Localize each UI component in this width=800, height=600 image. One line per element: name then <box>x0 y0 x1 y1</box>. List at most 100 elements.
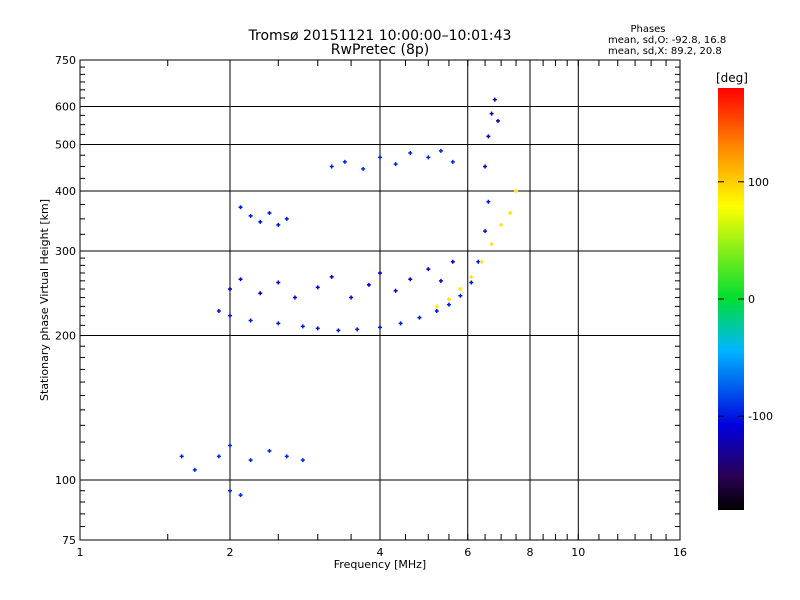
data-point <box>284 216 289 221</box>
data-point <box>300 458 305 463</box>
data-point <box>258 219 263 224</box>
data-point <box>476 259 481 264</box>
y-tick-label: 300 <box>55 245 76 258</box>
grid <box>80 60 680 540</box>
data-point <box>284 454 289 459</box>
data-point <box>228 488 232 493</box>
x-tick-label: 4 <box>377 546 384 559</box>
data-point <box>398 321 403 326</box>
data-point <box>248 213 253 218</box>
data-point <box>495 118 500 123</box>
data-point <box>238 205 243 210</box>
y-tick-label: 200 <box>55 330 76 343</box>
data-points <box>179 97 519 498</box>
data-point <box>408 151 413 156</box>
x-tick-label: 16 <box>673 546 687 559</box>
data-point <box>216 308 221 313</box>
data-point <box>315 326 320 331</box>
data-point <box>329 274 334 279</box>
data-point <box>434 308 439 313</box>
data-point <box>179 454 184 459</box>
data-point <box>355 327 360 332</box>
data-point <box>248 318 253 323</box>
axis-ticks: 1 2 4 6 8 10 16 75 100 200 300 400 500 600 750 <box>55 54 687 559</box>
data-point <box>508 211 513 216</box>
data-point <box>228 443 232 448</box>
data-point <box>228 313 232 318</box>
data-point <box>258 291 263 296</box>
data-point <box>238 493 243 498</box>
data-point <box>514 189 519 194</box>
colorbar-tick-label: -100 <box>748 410 773 423</box>
x-tick-label: 10 <box>571 546 585 559</box>
y-tick-label: 100 <box>55 474 76 487</box>
data-point <box>458 293 463 298</box>
y-tick-label: 400 <box>55 185 76 198</box>
data-point <box>469 274 474 279</box>
data-point <box>438 278 443 283</box>
data-point <box>378 155 382 160</box>
data-point <box>486 134 491 139</box>
data-point <box>228 287 232 292</box>
data-point <box>378 325 382 330</box>
data-point <box>426 267 431 272</box>
data-point <box>329 164 334 169</box>
data-point <box>248 458 253 463</box>
x-tick-label: 2 <box>227 546 234 559</box>
data-point <box>408 277 413 282</box>
x-axis-label: Frequency [MHz] <box>334 558 426 571</box>
data-point <box>499 222 504 227</box>
x-tick-label: 1 <box>77 546 84 559</box>
data-point <box>489 111 494 116</box>
data-point <box>315 285 320 290</box>
data-point <box>267 448 272 453</box>
phases-heading: Phases <box>630 24 665 35</box>
data-point <box>192 467 197 472</box>
phases-o-stats: mean, sd,O: -92.8, 16.8 <box>608 35 726 46</box>
x-tick-label: 6 <box>464 546 471 559</box>
data-point <box>469 280 474 285</box>
data-point <box>378 270 382 275</box>
data-point <box>417 315 422 320</box>
data-point <box>438 148 443 153</box>
data-point <box>216 454 221 459</box>
data-point <box>366 282 371 287</box>
data-point <box>336 328 341 333</box>
data-point <box>393 162 398 167</box>
colorbar-ticks: 100 0 -100 <box>718 176 773 423</box>
y-tick-label: 600 <box>55 101 76 114</box>
data-point <box>492 97 497 102</box>
data-point <box>292 295 297 300</box>
y-axis-label: Stationary phase Virtual Height [km] <box>38 199 51 401</box>
colorbar-tick-label: 100 <box>748 176 769 189</box>
data-point <box>446 297 451 302</box>
data-point <box>446 302 451 307</box>
data-point <box>361 166 366 171</box>
data-point <box>450 159 455 164</box>
data-point <box>238 277 243 282</box>
data-point <box>267 211 272 216</box>
data-point <box>483 164 488 169</box>
data-point <box>489 242 494 247</box>
y-tick-label: 75 <box>62 534 76 547</box>
phases-x-stats: mean, sd,X: 89.2, 20.8 <box>608 46 722 57</box>
colorbar-tick-label: 0 <box>748 293 755 306</box>
data-point <box>450 259 455 264</box>
chart-subtitle: RwPretec (8p) <box>331 42 429 58</box>
data-point <box>276 280 281 285</box>
y-tick-label: 750 <box>55 54 76 67</box>
chart-title: Tromsø 20151121 10:00:00–10:01:43 <box>248 28 512 44</box>
data-point <box>276 222 281 227</box>
data-point <box>458 287 463 292</box>
data-point <box>349 295 354 300</box>
data-point <box>342 159 347 164</box>
data-point <box>393 288 398 293</box>
x-tick-label: 8 <box>527 546 534 559</box>
colorbar-label: [deg] <box>716 71 748 85</box>
data-point <box>479 259 484 264</box>
data-point <box>483 229 488 234</box>
data-point <box>426 155 431 160</box>
data-point <box>300 324 305 329</box>
